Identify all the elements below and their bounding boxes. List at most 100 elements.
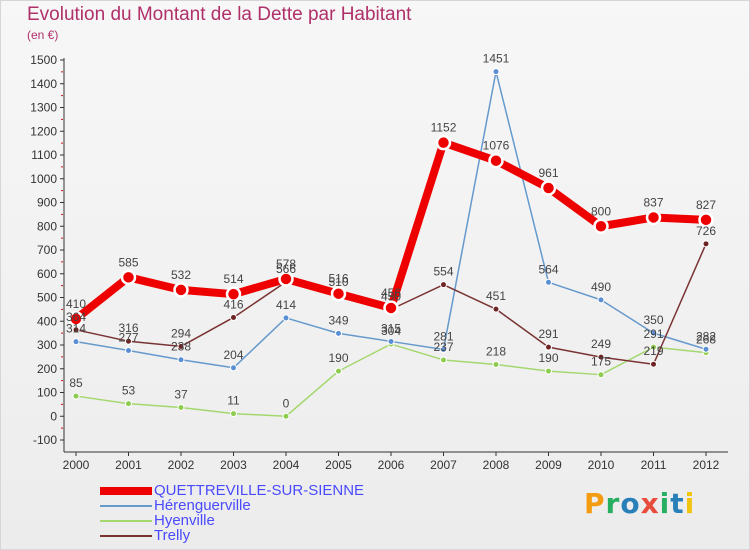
data-point bbox=[702, 345, 710, 353]
data-point bbox=[335, 329, 342, 337]
y-tick-label: -100 bbox=[33, 433, 57, 447]
data-point bbox=[488, 152, 504, 169]
data-point bbox=[492, 68, 500, 76]
data-label: 218 bbox=[486, 344, 506, 358]
data-label: 837 bbox=[643, 195, 663, 209]
data-label: 450 bbox=[381, 289, 401, 303]
x-tick-label: 2000 bbox=[63, 458, 90, 472]
x-tick-label: 2010 bbox=[588, 458, 615, 472]
data-label: 961 bbox=[538, 166, 558, 180]
logo-letter: r bbox=[605, 487, 621, 520]
data-point bbox=[650, 329, 657, 337]
data-label: 316 bbox=[118, 321, 138, 335]
data-label: 204 bbox=[223, 348, 243, 362]
data-point bbox=[278, 271, 294, 287]
logo-letter: i bbox=[659, 487, 671, 520]
x-tick-label: 2003 bbox=[220, 458, 247, 472]
data-label: 175 bbox=[591, 355, 611, 369]
data-point bbox=[177, 342, 185, 350]
data-point bbox=[387, 337, 395, 345]
data-label: 237 bbox=[433, 340, 453, 354]
data-label: 291 bbox=[643, 327, 663, 341]
data-label: 554 bbox=[433, 265, 453, 279]
data-point bbox=[282, 412, 290, 420]
data-label: 566 bbox=[276, 262, 296, 276]
data-point bbox=[335, 367, 342, 375]
data-label: 291 bbox=[538, 327, 558, 341]
y-tick-label: 800 bbox=[37, 219, 57, 233]
data-label: 516 bbox=[328, 272, 348, 286]
data-label: 451 bbox=[486, 289, 506, 303]
data-point bbox=[383, 300, 399, 316]
y-tick-label: 400 bbox=[37, 314, 57, 328]
data-label: 1451 bbox=[483, 52, 510, 66]
data-label: 37 bbox=[174, 387, 188, 401]
data-label: 350 bbox=[643, 313, 663, 327]
data-label: 190 bbox=[328, 351, 348, 365]
data-point bbox=[225, 286, 242, 302]
data-label: 410 bbox=[66, 297, 86, 311]
data-label: 219 bbox=[643, 344, 663, 358]
data-labels: 85 53 37 11 0 190 304 237 218 190 175 291 268 314 277 2… bbox=[66, 52, 716, 411]
data-point bbox=[435, 134, 452, 151]
data-label: 585 bbox=[118, 255, 138, 269]
y-tick-label: 900 bbox=[37, 196, 57, 210]
data-label: 53 bbox=[122, 384, 136, 398]
data-point bbox=[125, 400, 132, 408]
data-label: 249 bbox=[591, 337, 611, 351]
data-point bbox=[545, 278, 552, 286]
chart-subtitle: (en €) bbox=[27, 28, 59, 42]
data-label: 514 bbox=[223, 272, 243, 286]
y-tick-label: 1300 bbox=[30, 101, 57, 115]
y-tick-label: 1200 bbox=[30, 124, 57, 138]
y-tick-label: 1100 bbox=[31, 148, 57, 162]
data-label: 315 bbox=[381, 321, 401, 335]
series-line bbox=[75, 343, 707, 417]
data-point bbox=[545, 367, 552, 375]
series-layer bbox=[68, 68, 714, 420]
chart-title: Evolution du Montant de la Dette par Hab… bbox=[27, 4, 412, 25]
data-point bbox=[125, 337, 132, 345]
data-point bbox=[492, 305, 500, 313]
data-label: 532 bbox=[171, 268, 191, 282]
data-label: 268 bbox=[696, 333, 716, 347]
legend-label: Hyenville bbox=[154, 512, 215, 529]
data-label: 416 bbox=[223, 297, 243, 311]
data-label: 414 bbox=[276, 298, 296, 312]
data-label: 238 bbox=[171, 340, 191, 354]
data-label: 578 bbox=[276, 257, 296, 271]
data-point bbox=[698, 212, 714, 228]
data-label: 510 bbox=[328, 275, 348, 289]
y-tick-label: 700 bbox=[37, 243, 57, 257]
x-tick-label: 2008 bbox=[483, 458, 510, 472]
x-tick-label: 2011 bbox=[641, 458, 667, 472]
y-tick-label: 300 bbox=[37, 338, 57, 352]
data-label: 11 bbox=[227, 394, 240, 408]
data-label: 726 bbox=[696, 224, 716, 238]
data-point bbox=[440, 356, 447, 364]
data-label: 0 bbox=[283, 396, 290, 410]
x-tick-label: 2004 bbox=[273, 458, 300, 472]
legend-label: QUETTREVILLE-SUR-SIENNE bbox=[154, 482, 365, 499]
data-label: 282 bbox=[696, 329, 716, 343]
data-label: 827 bbox=[696, 198, 716, 212]
y-tick-label: 500 bbox=[37, 291, 57, 305]
legend-label: Trelly bbox=[154, 527, 191, 544]
y-tick-label: 200 bbox=[37, 362, 57, 376]
logo-letter: t bbox=[670, 487, 685, 520]
data-point bbox=[702, 240, 710, 248]
logo-letter: x bbox=[640, 487, 660, 520]
data-point bbox=[177, 356, 185, 364]
data-label: 364 bbox=[66, 310, 86, 324]
data-label: 564 bbox=[538, 262, 558, 276]
data-point bbox=[72, 326, 80, 334]
y-tick-label: 1000 bbox=[30, 172, 57, 186]
data-label: 349 bbox=[328, 313, 348, 327]
data-point bbox=[230, 410, 237, 418]
logo-letter: P bbox=[584, 487, 606, 520]
data-label: 1152 bbox=[431, 121, 457, 135]
x-tick-label: 2006 bbox=[378, 458, 405, 472]
data-point bbox=[230, 364, 237, 372]
y-tick-label: 600 bbox=[37, 267, 57, 281]
